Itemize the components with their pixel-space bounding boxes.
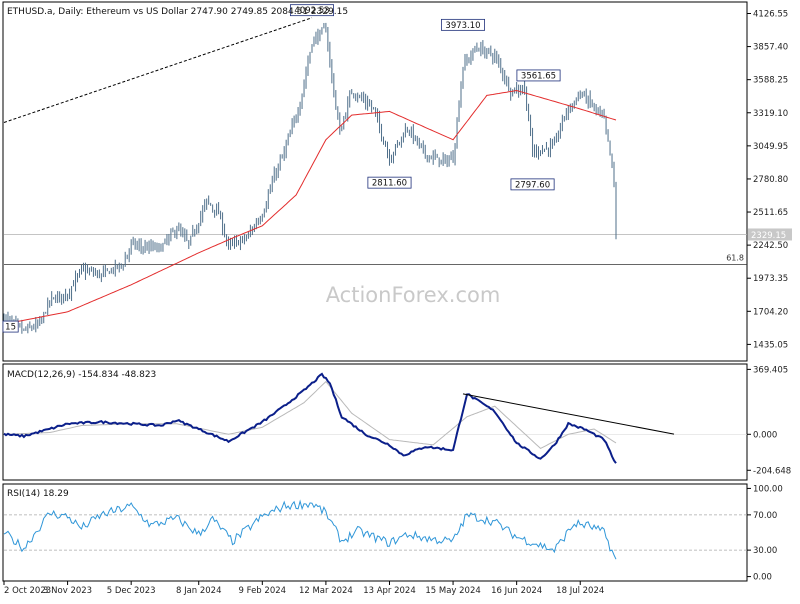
price-annotation-box-5 bbox=[2, 320, 19, 333]
x-axis-label-9: 18 Jul 2024 bbox=[556, 586, 604, 596]
macd-axis-label-0: 369.405 bbox=[753, 365, 788, 375]
price-annotation-box-0 bbox=[289, 4, 334, 17]
price-annotation-2: 3561.65 bbox=[521, 71, 556, 81]
price-axis-label-1: 3857.40 bbox=[753, 43, 788, 53]
price-axis-label-2: 3588.25 bbox=[753, 76, 788, 86]
price-axis-label-0: 4126.55 bbox=[753, 9, 788, 19]
macd-signal-line bbox=[3, 380, 617, 450]
x-axis-label-8: 16 Jun 2024 bbox=[491, 586, 542, 596]
price-axis-label-5: 2780.80 bbox=[753, 175, 788, 185]
price-annotation-5: 15 bbox=[5, 323, 16, 333]
macd-trendline bbox=[462, 393, 675, 435]
rsi-axis-label-3: 0.00 bbox=[753, 573, 772, 583]
price-axis-label-4: 3049.95 bbox=[753, 142, 788, 152]
price-annotation-box-1 bbox=[440, 18, 485, 31]
price-annotation-0: 4092.53 bbox=[294, 6, 329, 16]
symbol-header: ETHUSD.a, Daily: Ethereum vs US Dollar 2… bbox=[7, 7, 348, 17]
x-axis-label-4: 9 Feb 2024 bbox=[239, 586, 287, 596]
macd-panel-frame bbox=[2, 363, 748, 481]
macd-line bbox=[3, 372, 617, 464]
x-axis-label-6: 13 Apr 2024 bbox=[363, 586, 416, 596]
price-panel-frame bbox=[2, 1, 748, 362]
last-price-tag bbox=[748, 228, 792, 241]
macd-axis-label-2: -204.648 bbox=[753, 466, 791, 476]
price-axis-label-3: 3319.10 bbox=[753, 109, 788, 119]
watermark: ActionForex.com bbox=[326, 283, 501, 307]
price-axis-label-10: 1435.05 bbox=[753, 340, 788, 350]
macd-label: MACD(12,26,9) -154.834 -48.823 bbox=[7, 370, 156, 380]
x-axis-label-1: 3 Nov 2023 bbox=[43, 586, 92, 596]
fib-level-label: 61.8 bbox=[726, 253, 744, 262]
x-axis-label-3: 8 Jan 2024 bbox=[176, 586, 222, 596]
x-axis-label-5: 12 Mar 2024 bbox=[299, 586, 353, 596]
price-axis-label-6: 2511.65 bbox=[753, 208, 788, 218]
rsi-panel-frame bbox=[2, 483, 748, 582]
price-axis-label-7: 2242.50 bbox=[753, 241, 788, 251]
price-annotation-1: 3973.10 bbox=[445, 21, 480, 31]
price-axis-label-8: 1973.35 bbox=[753, 274, 788, 284]
moving-average-line bbox=[3, 89, 617, 325]
rsi-axis-label-2: 30.00 bbox=[753, 546, 777, 556]
rsi-line bbox=[3, 499, 617, 560]
price-axis-label-9: 1704.20 bbox=[753, 307, 788, 317]
x-axis-label-2: 5 Dec 2023 bbox=[107, 586, 156, 596]
price-annotation-box-4 bbox=[510, 178, 555, 191]
rsi-label: RSI(14) 18.29 bbox=[7, 489, 69, 499]
price-annotation-box-3 bbox=[367, 176, 412, 189]
rsi-axis-label-1: 70.00 bbox=[753, 511, 777, 521]
rsi-axis-label-0: 100.00 bbox=[753, 484, 783, 494]
price-annotation-box-2 bbox=[516, 69, 561, 82]
macd-axis-label-1: 0.000 bbox=[753, 430, 777, 440]
price-annotation-3: 2811.60 bbox=[372, 179, 407, 189]
x-axis-label-0: 2 Oct 2023 bbox=[4, 586, 51, 596]
last-price-tag-label: 2329.15 bbox=[751, 231, 786, 241]
price-annotation-4: 2797.60 bbox=[515, 180, 550, 190]
x-axis-label-7: 15 May 2024 bbox=[425, 586, 480, 596]
price-trendline bbox=[3, 17, 313, 123]
